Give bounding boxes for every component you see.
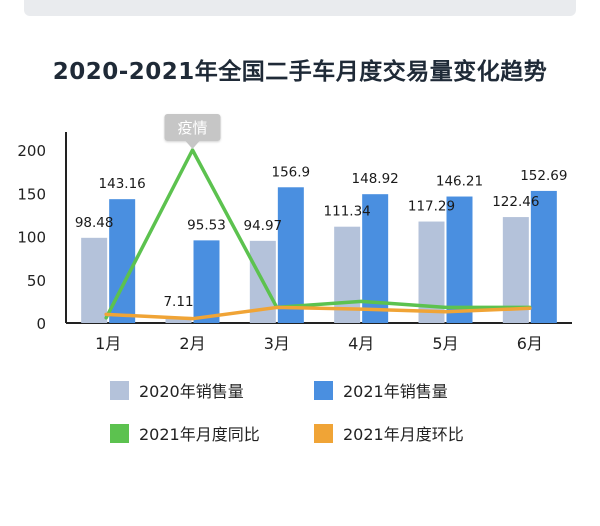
y-tick-label: 100	[17, 229, 46, 247]
chart-title: 2020-2021年全国二手车月度交易量变化趋势	[52, 59, 548, 85]
annotation-pointer	[185, 141, 200, 149]
bar	[530, 190, 557, 323]
legend-swatch	[314, 381, 333, 400]
bars	[81, 187, 557, 323]
bar	[502, 217, 529, 323]
x-tick-label: 4月	[348, 334, 374, 353]
x-tick-label: 6月	[517, 334, 543, 353]
data-label: 95.53	[187, 217, 226, 233]
data-label: 98.48	[75, 215, 114, 231]
x-tick-label: 3月	[264, 334, 290, 353]
data-label: 146.21	[436, 174, 483, 190]
y-tick-label: 200	[17, 142, 46, 160]
data-label: 7.11	[163, 294, 193, 310]
data-label: 111.34	[324, 204, 371, 220]
bar	[165, 316, 192, 323]
y-tick-label: 0	[36, 315, 46, 333]
bar	[193, 240, 220, 323]
y-axis: 0 50 100 150 200 1月 2月 3月 4月 5月 6月	[17, 132, 572, 353]
bar	[446, 196, 473, 323]
data-label: 94.97	[244, 218, 283, 234]
legend-swatch	[110, 381, 129, 400]
x-tick-label: 5月	[432, 334, 458, 353]
legend-label: 2021年月度环比	[343, 425, 464, 444]
top-band	[24, 0, 576, 16]
x-tick-label: 1月	[95, 334, 121, 353]
bar	[277, 187, 304, 323]
y-tick-label: 50	[27, 272, 46, 290]
data-label: 143.16	[99, 176, 146, 192]
data-label: 156.9	[272, 164, 311, 180]
legend-swatch	[314, 424, 333, 443]
lines	[104, 148, 532, 321]
x-tick-label: 2月	[179, 334, 205, 353]
legend-label: 2021年月度同比	[139, 425, 260, 444]
series-line	[104, 305, 532, 321]
legend-label: 2021年销售量	[343, 382, 448, 401]
legend: 2020年销售量 2021年销售量 2021年月度同比 2021年月度环比	[110, 381, 464, 444]
legend-label: 2020年销售量	[139, 382, 244, 401]
annotation-label: 疫情	[177, 119, 207, 137]
series-line	[104, 148, 532, 320]
annotation-box	[164, 114, 221, 141]
y-tick-label: 150	[17, 185, 46, 203]
bar	[81, 237, 108, 323]
annotation: 疫情	[164, 114, 221, 149]
data-labels: 98.48 7.11 94.97 111.34 117.29 122.46 143.16 95…	[75, 164, 568, 310]
legend-swatch	[110, 424, 129, 443]
data-label: 148.92	[352, 171, 399, 187]
data-label: 117.29	[408, 199, 455, 215]
data-label: 122.46	[492, 194, 539, 210]
data-label: 152.69	[520, 168, 567, 184]
